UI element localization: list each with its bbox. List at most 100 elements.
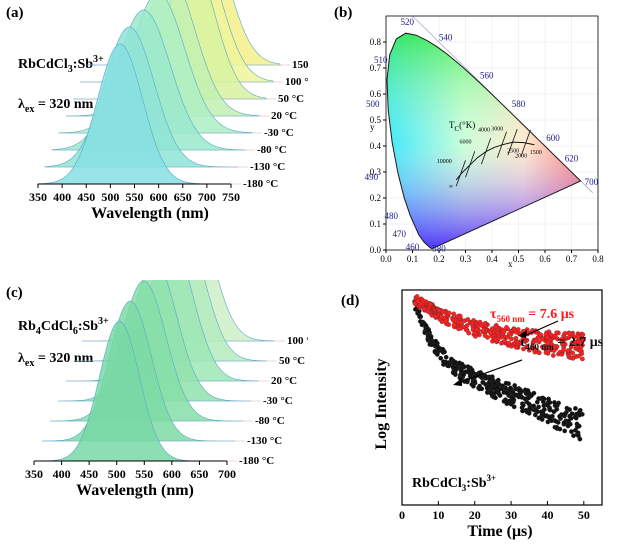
- panel-label-a: (a): [6, 5, 24, 21]
- decay-point-460: [542, 407, 547, 412]
- decay-point-460: [519, 395, 525, 400]
- wavelength-label: 470: [393, 229, 407, 239]
- cct-label: 4000: [478, 128, 490, 134]
- decay-point-560: [569, 340, 575, 346]
- x-tick-label: 0.2: [433, 254, 444, 264]
- x-axis-label-d: Time (μs): [467, 523, 532, 540]
- decay-point-560: [536, 350, 542, 355]
- wavelength-label: 490: [365, 172, 379, 182]
- cie-wavelength-labels: 520 540 560 580 600 620 700 510 500 490 480 470 460 3…: [365, 17, 599, 253]
- decay-point-560: [493, 337, 499, 342]
- decay-point-460: [428, 335, 434, 340]
- decay-point-560: [540, 336, 545, 342]
- decay-point-560: [427, 301, 433, 307]
- waterfall-series-a: [37, 0, 290, 185]
- decay-point-460: [483, 373, 488, 379]
- decay-point-560: [545, 340, 551, 346]
- wavelength-label: 700: [585, 177, 599, 187]
- decay-point-460: [479, 386, 485, 392]
- decay-point-460: [469, 367, 475, 373]
- decay-point-460: [567, 413, 572, 419]
- temperature-label: -30 °C: [264, 127, 294, 139]
- sample-label-d: RbCdCl3:Sb3+: [412, 473, 496, 493]
- decay-point-560: [422, 306, 427, 312]
- decay-point-460: [569, 429, 574, 434]
- decay-point-560: [566, 354, 572, 360]
- arrow-to-black: [457, 359, 523, 384]
- decay-point-460: [526, 410, 532, 416]
- x-tick-label: 0.0: [380, 254, 392, 264]
- x-tick-label: 350: [25, 467, 43, 481]
- decay-point-560: [518, 340, 524, 346]
- temperature-label: -80 °C: [255, 415, 285, 427]
- y-axis-label-b: y: [370, 122, 375, 132]
- decay-point-460: [532, 407, 538, 413]
- decay-point-460: [540, 399, 546, 405]
- cct-label: ∞: [449, 184, 453, 190]
- decay-point-460: [557, 413, 562, 419]
- temperature-label: -180 °C: [239, 455, 274, 467]
- decay-point-560: [533, 338, 539, 343]
- decay-point-560: [482, 333, 488, 338]
- decay-point-460: [577, 436, 583, 442]
- x-ticks-d: 0 10 20 30 40 50: [399, 501, 590, 522]
- panel-a: (a) RbCdCl3:Sb3+ λex = 320 nm 150 °C 100 …: [0, 0, 324, 260]
- x-tick-label: 700: [198, 190, 216, 204]
- planck-curve: [455, 141, 535, 181]
- decay-point-560: [504, 325, 509, 330]
- decay-point-560: [451, 311, 457, 317]
- x-ticks-a: 350 400 450 500 550 600 650 700 750: [29, 183, 240, 204]
- decay-point-460: [487, 376, 492, 382]
- decay-point-460: [485, 390, 490, 395]
- temperature-label: 20 °C: [271, 110, 297, 122]
- temperature-label: -80 °C: [257, 144, 287, 156]
- arrow-head-black: [453, 378, 462, 386]
- sample-label-c: Rb4CdCl6:Sb3+: [18, 316, 109, 337]
- decay-point-560: [446, 310, 452, 316]
- decay-point-460: [561, 420, 567, 426]
- decay-point-560: [570, 350, 576, 356]
- decay-point-560: [576, 353, 581, 359]
- x-tick-label: 550: [135, 467, 153, 481]
- x-tick-label: 0.3: [460, 254, 472, 264]
- wavelength-label: 540: [439, 33, 453, 43]
- y-tick-label: 0.6: [370, 89, 382, 99]
- decay-point-560: [414, 294, 420, 299]
- decay-point-460: [525, 388, 531, 393]
- decay-point-460: [491, 380, 497, 386]
- waterfall-chart-c: (c) Rb4CdCl6:Sb3+ λex = 320 nm 100 °C 50 …: [6, 200, 319, 499]
- panel-d: (d) 0 10 20 30 40 50 Log Intensity Time (μs) …: [320, 280, 617, 541]
- decay-point-560: [433, 314, 439, 320]
- decay-point-460: [503, 380, 509, 386]
- decay-point-560: [521, 346, 526, 352]
- decay-point-560: [493, 324, 498, 330]
- decay-point-560: [577, 348, 583, 354]
- x-axis-label-b: x: [508, 259, 513, 269]
- decay-point-460: [422, 330, 428, 336]
- decay-point-560: [559, 351, 565, 357]
- x-tick-label: 600: [163, 467, 181, 481]
- x-tick-label: 30: [505, 508, 517, 522]
- decay-point-560: [542, 345, 548, 351]
- decay-point-560: [552, 344, 557, 350]
- x-tick-label: 40: [541, 508, 553, 522]
- decay-point-560: [560, 342, 565, 347]
- decay-point-560: [465, 317, 471, 322]
- decay-point-460: [436, 346, 441, 352]
- temperature-label: 20 °C: [271, 375, 297, 387]
- decay-point-560: [457, 313, 463, 319]
- decay-point-460: [554, 424, 560, 430]
- x-tick-label: 500: [101, 190, 119, 204]
- temperature-label: 50 °C: [279, 355, 305, 367]
- decay-point-460: [511, 404, 517, 410]
- x-tick-label: 0: [399, 508, 405, 522]
- decay-point-460: [536, 404, 541, 410]
- decay-point-460: [492, 390, 498, 395]
- isotherm-line: [520, 129, 531, 157]
- cct-label: 3000: [491, 126, 503, 132]
- decay-point-560: [526, 347, 532, 353]
- y-tick-label: 0.8: [370, 37, 382, 47]
- decay-point-460: [440, 350, 446, 355]
- decay-point-460: [551, 409, 557, 415]
- excitation-label-c: λex = 320 nm: [18, 351, 94, 369]
